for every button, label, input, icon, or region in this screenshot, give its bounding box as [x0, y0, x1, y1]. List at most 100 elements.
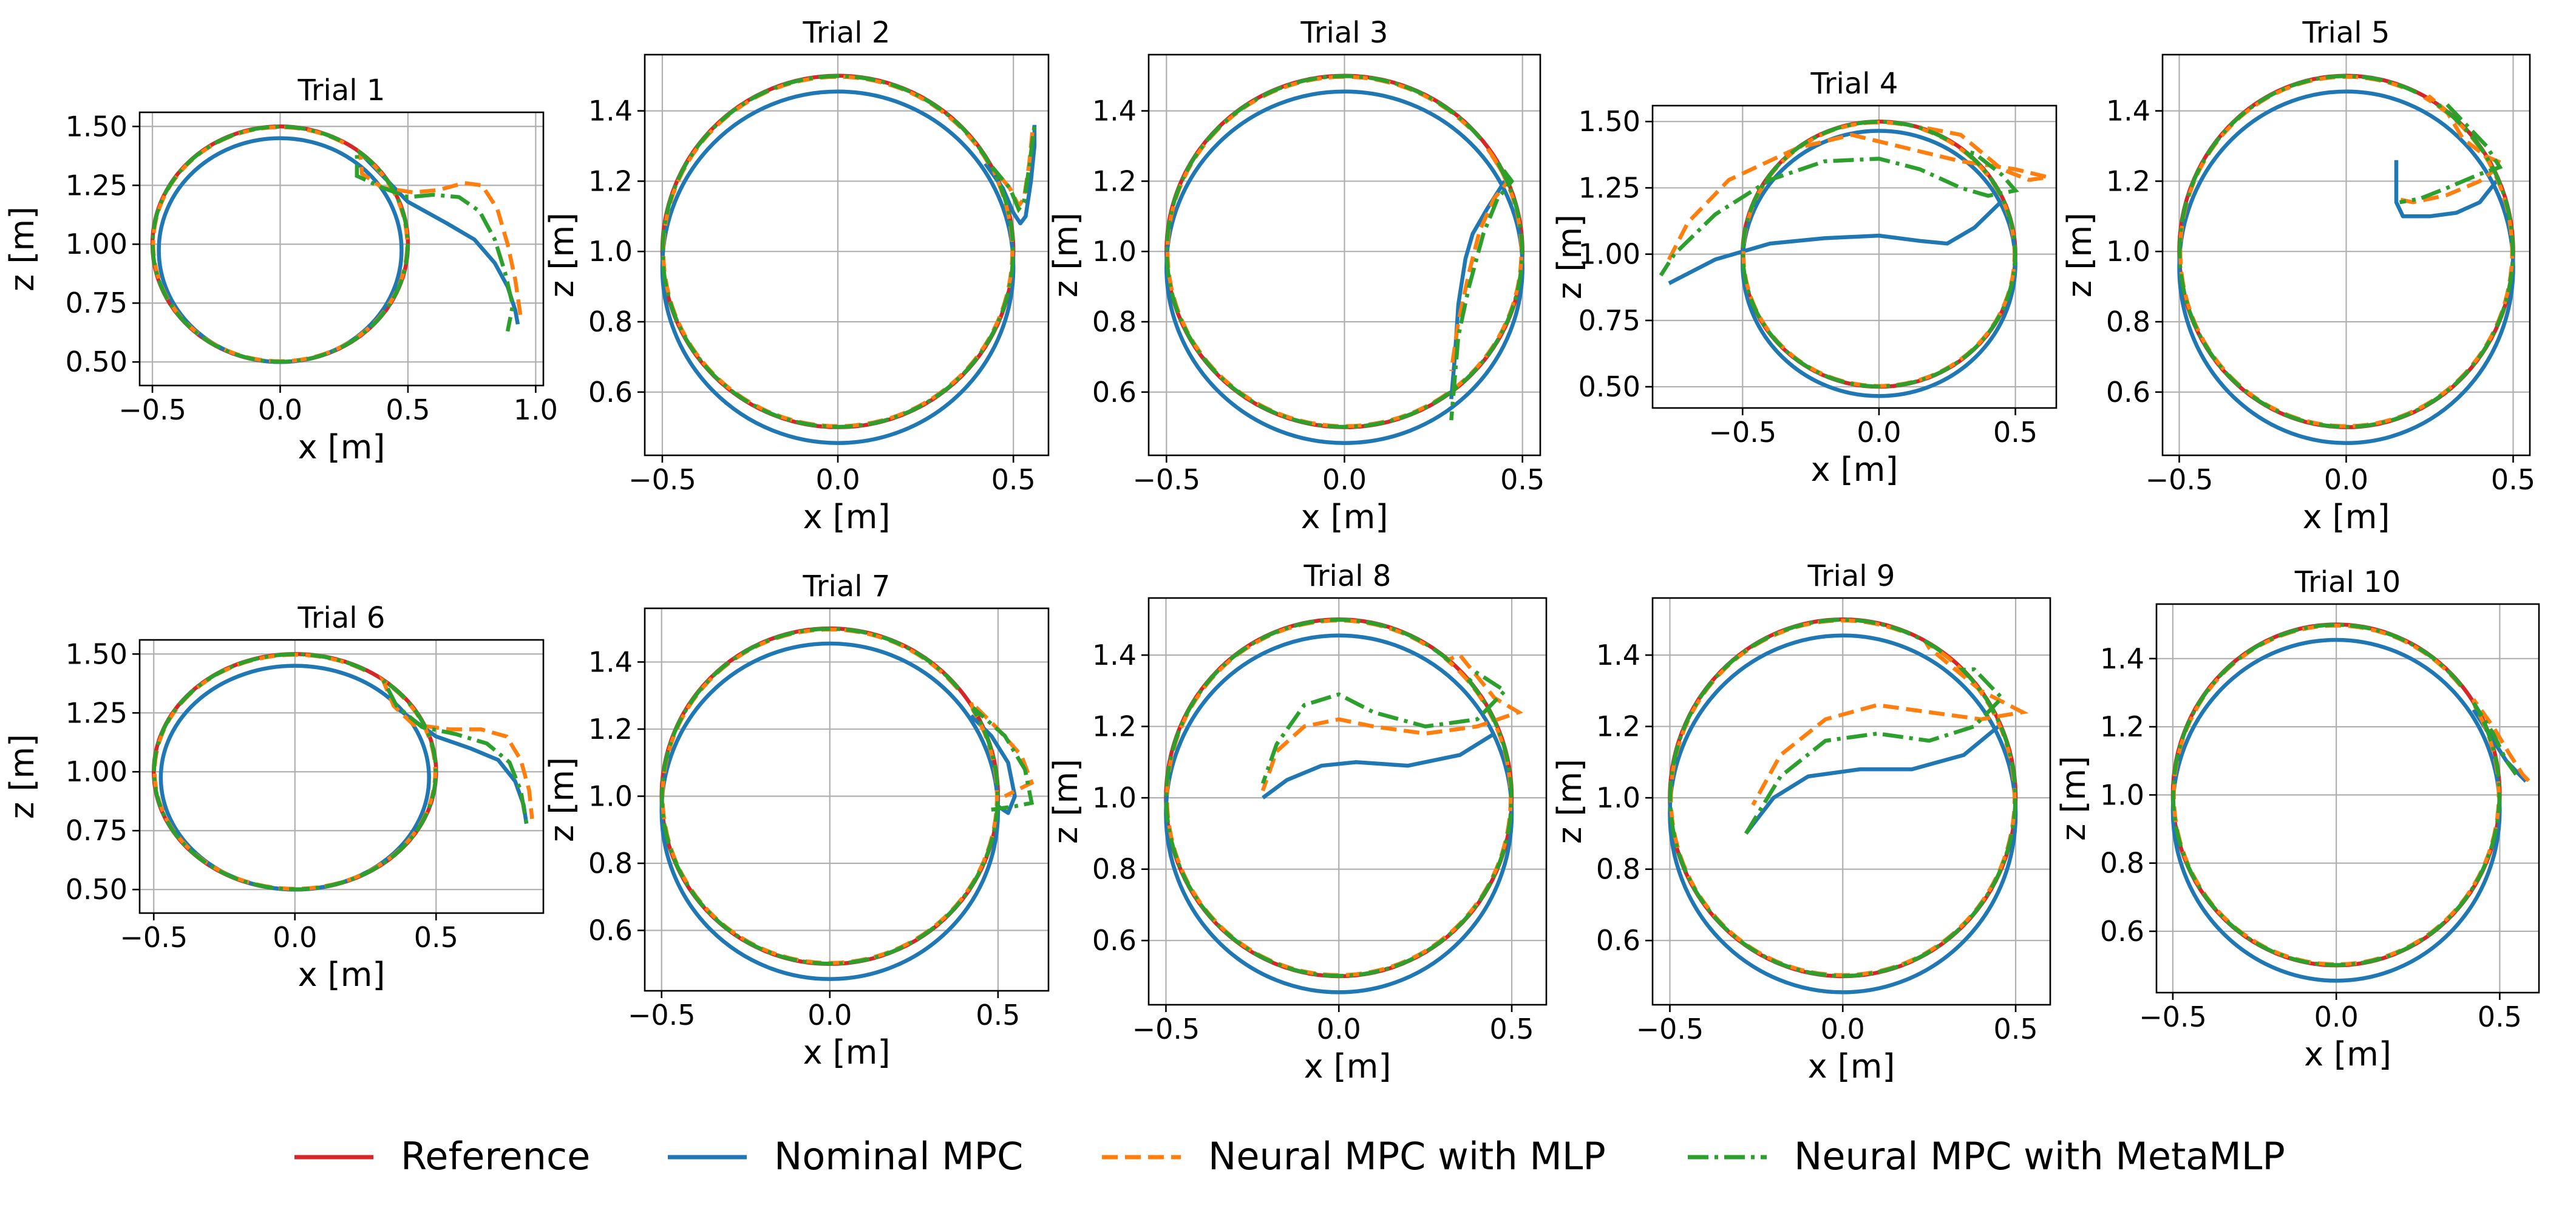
y-tick-label: 0.50 [66, 873, 127, 906]
x-tick-label: −0.5 [628, 463, 696, 496]
series-nominal-mpc-deviation [970, 714, 1017, 815]
y-tick-label: 0.50 [1579, 370, 1640, 403]
legend-item: Neural MPC with MetaMLP [1688, 1134, 2285, 1178]
subplot-trial-9: −0.5 0.0 0.5 0.6 0.8 1.0 1.2 1.4 Trial 9 x [m] z [… [1551, 559, 2051, 1086]
plot-area [2177, 73, 2515, 445]
series-nominal-mpc-deviation [360, 153, 520, 325]
subplot-trial-7: −0.5 0.0 0.5 0.6 0.8 1.0 1.2 1.4 Trial 7 x [m] z [… [543, 569, 1050, 1072]
x-tick-label: 0.0 [1857, 416, 1901, 449]
series-neural-mpc-metamlp [1668, 617, 2017, 978]
subplot-title: Trial 10 [2294, 565, 2401, 599]
y-tick-label: 0.75 [66, 287, 127, 319]
y-axis-label: z [m] [3, 206, 41, 291]
y-tick-label: 1.50 [66, 637, 127, 670]
y-tick-label: 0.8 [2106, 305, 2150, 338]
subplot-trial-3: −0.5 0.0 0.5 0.6 0.8 1.0 1.2 1.4 Trial 3 x [m] z [… [1047, 16, 1545, 536]
subplot-trial-8: −0.5 0.0 0.5 0.6 0.8 1.0 1.2 1.4 Trial 8 x [m] z [… [1047, 559, 1548, 1086]
y-tick-label: 1.2 [588, 165, 633, 197]
y-tick-label: 1.0 [1092, 781, 1137, 814]
series-nominal-mpc-deviation [1262, 732, 1496, 800]
x-tick-label: 0.5 [1489, 1013, 1534, 1045]
y-axis-label: z [m] [2054, 756, 2093, 841]
y-tick-label: 1.0 [2106, 235, 2150, 268]
y-tick-label: 1.4 [588, 95, 633, 127]
subplot-title: Trial 6 [297, 601, 386, 635]
x-tick-label: 0.5 [2491, 463, 2535, 496]
series-nominal-mpc-deviation [2394, 160, 2498, 219]
axes-frame [644, 607, 1050, 992]
subplot-title: Trial 4 [1810, 67, 1898, 101]
y-axis-label: z [m] [2061, 212, 2099, 297]
subplot-title: Trial 5 [2302, 16, 2390, 50]
series-nominal-mpc-deviation [1668, 199, 2003, 285]
x-axis-label: x [m] [2303, 498, 2390, 536]
y-tick-label: 0.8 [1596, 853, 1640, 886]
legend-item: Neural MPC with MLP [1102, 1134, 1606, 1178]
y-tick-label: 1.4 [1596, 639, 1640, 671]
x-axis-label: x [m] [1811, 450, 1898, 489]
series-neural-mpc-metamlp [2177, 74, 2515, 429]
x-axis-label: x [m] [803, 1033, 891, 1072]
x-tick-label: 0.0 [1317, 1013, 1361, 1045]
y-tick-label: 0.75 [1579, 304, 1640, 337]
x-tick-label: −0.5 [1636, 1013, 1704, 1045]
y-tick-label: 0.8 [588, 305, 633, 338]
y-tick-label: 0.75 [66, 814, 127, 847]
x-tick-label: −0.5 [120, 921, 188, 954]
series-neural-mpc-metamlp [1659, 120, 2019, 389]
y-tick-label: 1.00 [66, 228, 127, 260]
subplot-trial-5: −0.5 0.0 0.5 0.6 0.8 1.0 1.2 1.4 Trial 5 x [m] z [… [2061, 16, 2535, 536]
y-tick-label: 1.2 [1596, 710, 1640, 743]
y-tick-label: 1.25 [1579, 171, 1640, 204]
y-tick-label: 1.4 [2100, 642, 2144, 675]
axes-frame [1147, 597, 1548, 1006]
y-axis-label: z [m] [3, 734, 41, 819]
y-tick-label: 0.6 [1596, 924, 1640, 957]
x-axis-label: x [m] [298, 956, 386, 994]
legend-item: Reference [294, 1134, 590, 1178]
x-tick-label: 0.0 [2324, 463, 2368, 496]
y-tick-label: 0.6 [2100, 915, 2144, 948]
y-tick-label: 0.6 [588, 914, 633, 947]
y-tick-label: 1.2 [588, 713, 633, 746]
y-axis-label: z [m] [543, 757, 581, 842]
y-tick-label: 0.50 [66, 345, 127, 378]
subplot-title: Trial 9 [1807, 559, 1895, 593]
plot-area [152, 652, 534, 892]
plot-area [659, 626, 1035, 981]
y-tick-label: 0.6 [1092, 376, 1137, 409]
axes-frame [138, 111, 545, 387]
subplot-trial-1: −0.5 0.0 0.5 1.0 0.50 0.75 1.00 1.25 1.50 Trial 1… [3, 73, 558, 466]
legend: Reference Nominal MPC Neural MPC with MLP N… [294, 1134, 2285, 1178]
x-tick-label: 0.0 [273, 921, 317, 954]
y-tick-label: 1.0 [588, 235, 633, 268]
subplot-title: Trial 8 [1303, 559, 1392, 593]
x-tick-label: 0.5 [386, 393, 430, 426]
x-tick-label: −0.5 [2139, 1001, 2207, 1033]
y-tick-label: 1.00 [1579, 238, 1640, 271]
x-tick-label: 1.0 [514, 393, 558, 426]
plot-area [1164, 73, 1524, 445]
x-axis-label: x [m] [803, 498, 891, 536]
y-tick-label: 1.4 [1092, 639, 1137, 671]
x-tick-label: −0.5 [1132, 463, 1200, 496]
y-tick-label: 1.25 [66, 169, 127, 202]
x-tick-label: 0.5 [1993, 416, 2037, 449]
x-tick-label: 0.0 [1821, 1013, 1865, 1045]
series-neural-mpc-metamlp [661, 74, 1037, 429]
series-neural-mpc-metamlp [152, 652, 529, 892]
axes-frame [644, 53, 1050, 457]
x-tick-label: −0.5 [628, 999, 696, 1031]
y-tick-label: 1.2 [1092, 710, 1137, 743]
subplot-title: Trial 3 [1300, 16, 1388, 50]
x-tick-label: 0.5 [414, 921, 458, 954]
series-neural-mpc-metamlp [660, 627, 1035, 966]
y-axis-label: z [m] [543, 212, 581, 297]
x-tick-label: 0.0 [1322, 463, 1367, 496]
y-axis-label: z [m] [1047, 759, 1085, 844]
x-tick-label: 0.5 [991, 463, 1036, 496]
y-tick-label: 1.0 [588, 780, 633, 812]
x-axis-label: x [m] [1808, 1047, 1895, 1086]
x-tick-label: −0.5 [2146, 463, 2214, 496]
subplot-grid: −0.5 0.0 0.5 1.0 0.50 0.75 1.00 1.25 1.50 Trial 1… [3, 16, 2540, 1086]
